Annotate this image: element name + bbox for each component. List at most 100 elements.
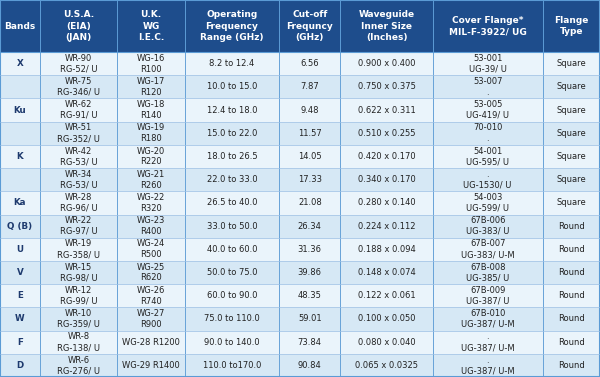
Bar: [185, 261, 279, 284]
Bar: [279, 168, 340, 191]
Bar: [185, 122, 279, 145]
Text: Operating
Frequency
Range (GHz): Operating Frequency Range (GHz): [200, 11, 264, 41]
Text: 70-010
.: 70-010 .: [473, 123, 502, 143]
Bar: [433, 261, 543, 284]
Bar: [543, 0, 600, 52]
Text: Round: Round: [558, 361, 585, 370]
Bar: [0, 75, 40, 98]
Bar: [279, 307, 340, 331]
Text: 90.0 to 140.0: 90.0 to 140.0: [204, 338, 260, 347]
Bar: [185, 354, 279, 377]
Bar: [40, 354, 117, 377]
Bar: [117, 191, 185, 215]
Text: 0.510 x 0.255: 0.510 x 0.255: [358, 129, 415, 138]
Text: WG-25
R620: WG-25 R620: [137, 263, 165, 282]
Bar: [279, 261, 340, 284]
Text: 12.4 to 18.0: 12.4 to 18.0: [207, 106, 257, 115]
Text: 10.0 to 15.0: 10.0 to 15.0: [207, 82, 257, 91]
Bar: [40, 52, 117, 75]
Text: 0.065 x 0.0325: 0.065 x 0.0325: [355, 361, 418, 370]
Text: WG-19
R180: WG-19 R180: [137, 123, 165, 143]
Bar: [543, 307, 600, 331]
Text: WR-19
RG-358/ U: WR-19 RG-358/ U: [57, 239, 100, 259]
Bar: [40, 145, 117, 168]
Text: WR-75
RG-346/ U: WR-75 RG-346/ U: [57, 77, 100, 97]
Bar: [279, 215, 340, 238]
Bar: [0, 52, 40, 75]
Bar: [433, 168, 543, 191]
Bar: [117, 284, 185, 307]
Text: U: U: [16, 245, 23, 254]
Bar: [340, 122, 433, 145]
Text: 0.148 x 0.074: 0.148 x 0.074: [358, 268, 415, 277]
Text: 67B-008
UG-385/ U: 67B-008 UG-385/ U: [466, 263, 509, 282]
Bar: [40, 284, 117, 307]
Bar: [185, 331, 279, 354]
Text: K: K: [17, 152, 23, 161]
Text: 26.5 to 40.0: 26.5 to 40.0: [207, 198, 257, 207]
Text: WR-28
RG-96/ U: WR-28 RG-96/ U: [59, 193, 97, 213]
Bar: [117, 215, 185, 238]
Bar: [543, 191, 600, 215]
Text: WG-24
R500: WG-24 R500: [137, 239, 165, 259]
Text: WR-10
RG-359/ U: WR-10 RG-359/ U: [57, 309, 100, 329]
Text: WR-8
RG-138/ U: WR-8 RG-138/ U: [57, 332, 100, 352]
Bar: [543, 261, 600, 284]
Text: WG-28 R1200: WG-28 R1200: [122, 338, 180, 347]
Bar: [340, 284, 433, 307]
Bar: [117, 52, 185, 75]
Text: WG-29 R1400: WG-29 R1400: [122, 361, 180, 370]
Bar: [185, 0, 279, 52]
Bar: [433, 284, 543, 307]
Bar: [40, 191, 117, 215]
Text: 75.0 to 110.0: 75.0 to 110.0: [204, 314, 260, 323]
Bar: [279, 145, 340, 168]
Text: 0.420 x 0.170: 0.420 x 0.170: [358, 152, 415, 161]
Text: WG-20
R220: WG-20 R220: [137, 147, 165, 166]
Bar: [117, 75, 185, 98]
Bar: [279, 238, 340, 261]
Text: Ka: Ka: [14, 198, 26, 207]
Bar: [340, 191, 433, 215]
Text: 54-001
UG-595/ U: 54-001 UG-595/ U: [466, 147, 509, 166]
Text: WR-51
RG-352/ U: WR-51 RG-352/ U: [57, 123, 100, 143]
Text: 22.0 to 33.0: 22.0 to 33.0: [206, 175, 257, 184]
Bar: [279, 98, 340, 122]
Text: 21.08: 21.08: [298, 198, 322, 207]
Bar: [340, 98, 433, 122]
Text: WR-22
RG-97/ U: WR-22 RG-97/ U: [59, 216, 97, 236]
Text: 14.05: 14.05: [298, 152, 322, 161]
Text: WG-21
R260: WG-21 R260: [137, 170, 165, 190]
Bar: [117, 98, 185, 122]
Text: 67B-006
UG-383/ U: 67B-006 UG-383/ U: [466, 216, 509, 236]
Text: WR-12
RG-99/ U: WR-12 RG-99/ U: [60, 286, 97, 306]
Text: Cover Flange*
MIL-F-3922/ UG: Cover Flange* MIL-F-3922/ UG: [449, 16, 527, 36]
Bar: [340, 354, 433, 377]
Bar: [543, 354, 600, 377]
Bar: [117, 0, 185, 52]
Text: 59.01: 59.01: [298, 314, 322, 323]
Bar: [433, 215, 543, 238]
Text: .
UG-387/ U-M: . UG-387/ U-M: [461, 356, 514, 375]
Bar: [543, 122, 600, 145]
Text: V: V: [17, 268, 23, 277]
Bar: [40, 98, 117, 122]
Text: WR-62
RG-91/ U: WR-62 RG-91/ U: [60, 100, 97, 120]
Text: Square: Square: [557, 198, 586, 207]
Bar: [433, 307, 543, 331]
Bar: [279, 122, 340, 145]
Bar: [543, 284, 600, 307]
Bar: [279, 191, 340, 215]
Text: 54-003
UG-599/ U: 54-003 UG-599/ U: [466, 193, 509, 213]
Text: Ku: Ku: [14, 106, 26, 115]
Bar: [279, 0, 340, 52]
Text: 0.280 x 0.140: 0.280 x 0.140: [358, 198, 415, 207]
Text: Round: Round: [558, 338, 585, 347]
Text: WG-18
R140: WG-18 R140: [137, 100, 165, 120]
Bar: [0, 168, 40, 191]
Bar: [185, 98, 279, 122]
Bar: [117, 261, 185, 284]
Bar: [40, 0, 117, 52]
Text: 90.84: 90.84: [298, 361, 322, 370]
Bar: [0, 98, 40, 122]
